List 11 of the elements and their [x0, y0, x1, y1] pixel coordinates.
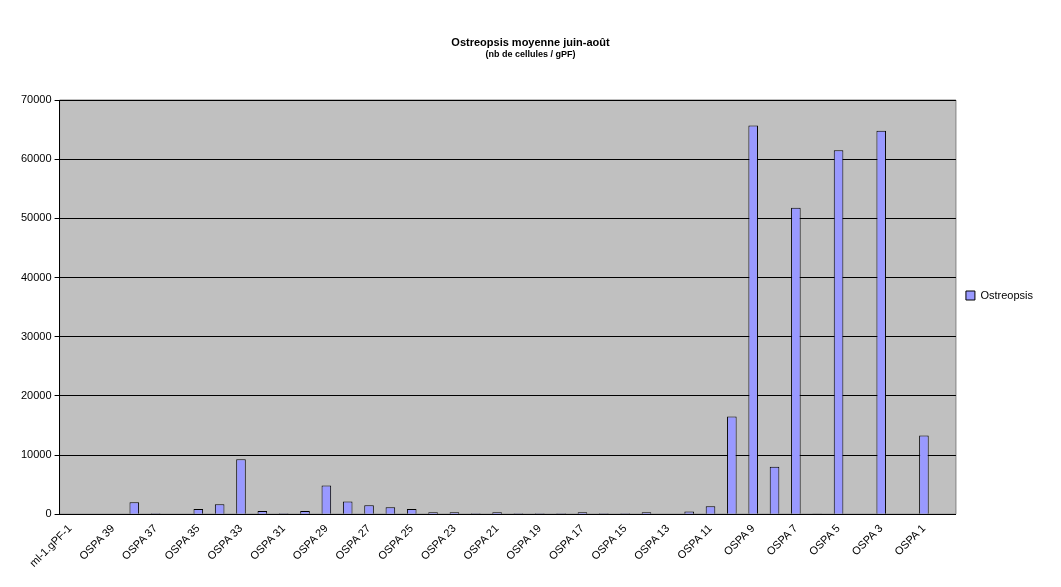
y-tick-label: 50000 [20, 211, 52, 224]
y-tick-label: 40000 [20, 270, 52, 283]
y-tick-label: 20000 [20, 388, 52, 401]
y-tick-label: 10000 [20, 448, 52, 461]
legend-label: Ostreopsis [980, 288, 1034, 301]
chart-title: Ostreopsis moyenne juin-août [451, 35, 610, 48]
chart-subtitle: (nb de cellules / gPF) [485, 49, 576, 60]
y-tick-label: 60000 [20, 152, 52, 165]
y-tick-label: 0 [45, 507, 52, 520]
y-tick-label: 70000 [20, 93, 52, 106]
y-tick-label: 30000 [20, 329, 52, 342]
